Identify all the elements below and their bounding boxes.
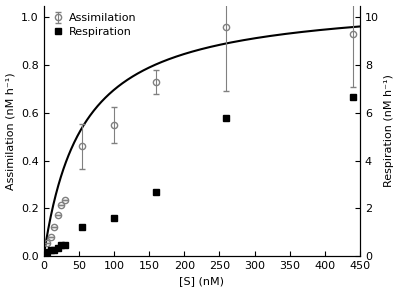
Respiration bbox=[80, 226, 85, 229]
Line: Respiration: Respiration bbox=[44, 94, 356, 256]
Respiration bbox=[52, 248, 57, 252]
Respiration bbox=[55, 246, 60, 249]
Respiration bbox=[154, 190, 158, 193]
Respiration bbox=[48, 248, 53, 252]
Respiration bbox=[112, 216, 116, 220]
Legend: Assimilation, Respiration: Assimilation, Respiration bbox=[49, 11, 139, 39]
X-axis label: [S] (nM): [S] (nM) bbox=[179, 277, 224, 286]
Respiration bbox=[45, 251, 50, 254]
Respiration bbox=[62, 243, 67, 246]
Y-axis label: Assimilation (nM h⁻¹): Assimilation (nM h⁻¹) bbox=[6, 72, 16, 190]
Respiration bbox=[350, 96, 355, 99]
Respiration bbox=[224, 116, 229, 119]
Y-axis label: Respiration (nM h⁻¹): Respiration (nM h⁻¹) bbox=[384, 74, 394, 187]
Respiration bbox=[59, 244, 64, 247]
